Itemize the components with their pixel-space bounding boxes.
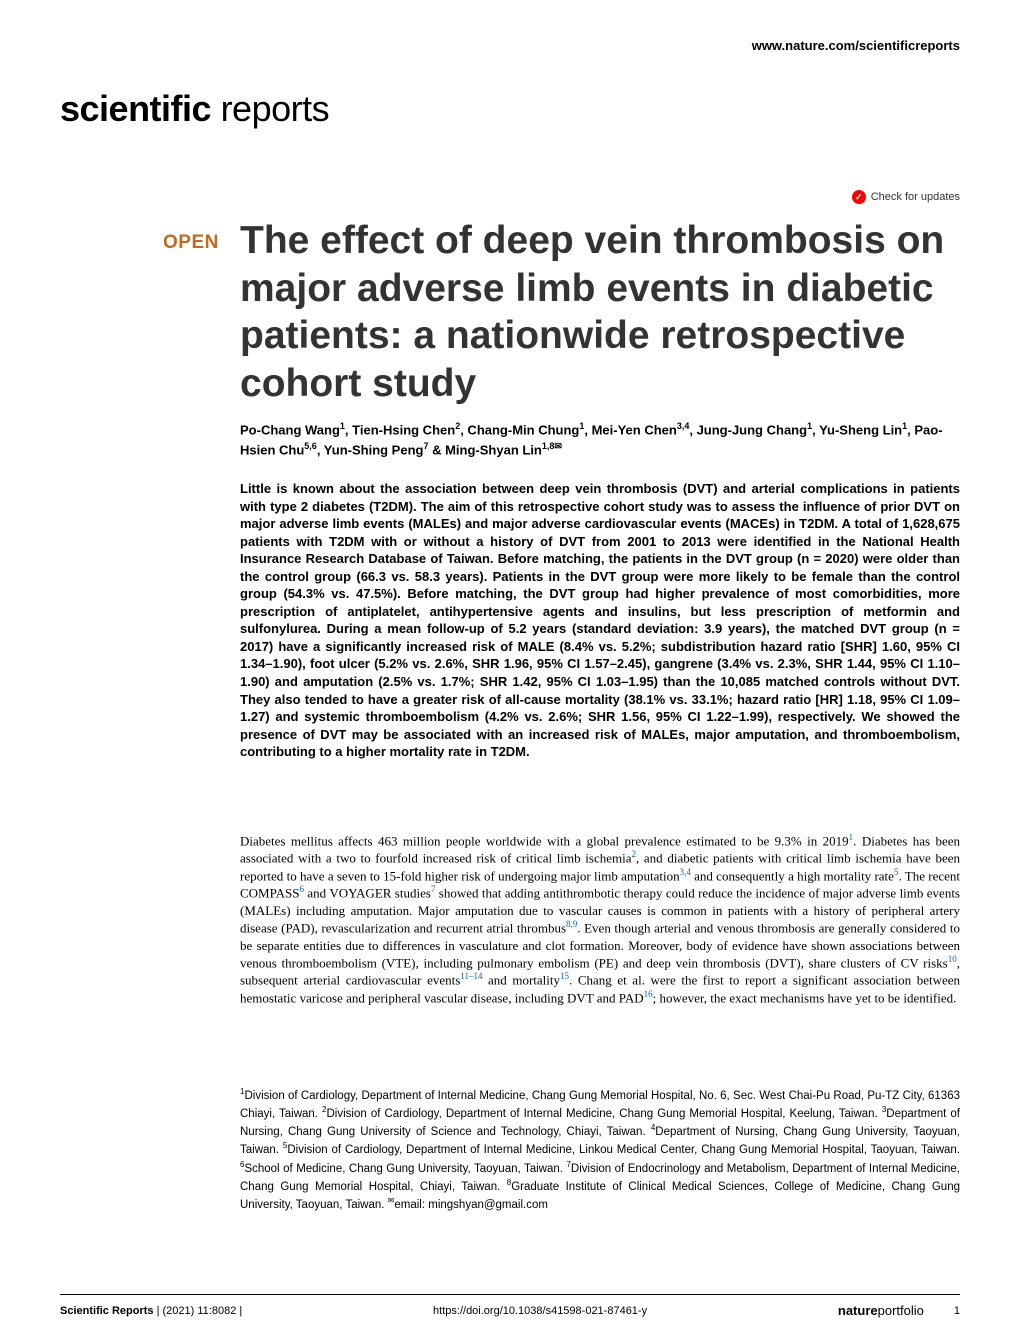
- publisher-portfolio: portfolio: [878, 1303, 924, 1318]
- body-paragraph: Diabetes mellitus affects 463 million pe…: [240, 832, 960, 1006]
- footer-year-volume: (2021) 11:8082: [163, 1305, 237, 1317]
- check-updates-label: Check for updates: [871, 191, 960, 203]
- article-title: The effect of deep vein thrombosis on ma…: [240, 217, 960, 407]
- journal-name-light: reports: [211, 88, 329, 129]
- check-updates-icon: ✓: [852, 190, 866, 204]
- page-footer: Scientific Reports | (2021) 11:8082 | ht…: [60, 1294, 960, 1318]
- publisher-nature: nature: [838, 1303, 878, 1318]
- publisher-logo: natureportfolio: [838, 1303, 924, 1318]
- author-list: Po-Chang Wang1, Tien-Hsing Chen2, Chang-…: [240, 420, 960, 460]
- check-updates-link[interactable]: ✓ Check for updates: [852, 190, 960, 204]
- journal-logo: scientific reports: [60, 88, 329, 130]
- affiliations: 1Division of Cardiology, Department of I…: [240, 1086, 960, 1213]
- footer-journal: Scientific Reports: [60, 1305, 154, 1317]
- journal-name-bold: scientific: [60, 88, 211, 129]
- footer-doi[interactable]: https://doi.org/10.1038/s41598-021-87461…: [433, 1305, 647, 1317]
- footer-citation: Scientific Reports | (2021) 11:8082 |: [60, 1305, 242, 1317]
- header-url: www.nature.com/scientificreports: [752, 38, 960, 53]
- open-access-badge: OPEN: [163, 232, 219, 254]
- abstract: Little is known about the association be…: [240, 480, 960, 761]
- page-number: 1: [954, 1305, 960, 1317]
